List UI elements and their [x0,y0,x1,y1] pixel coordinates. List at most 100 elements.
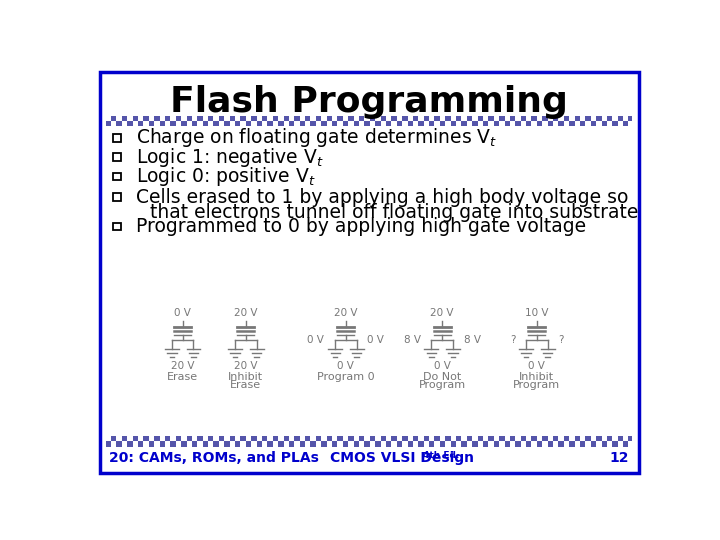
Bar [117,116,122,121]
Bar [505,436,510,441]
Bar [434,436,440,441]
Bar [429,116,434,121]
Bar [548,441,553,447]
Bar [165,436,171,441]
Bar [537,436,542,441]
Bar [553,116,559,121]
Bar [186,116,192,121]
Bar [607,441,612,447]
Text: 20 V: 20 V [234,361,258,371]
Bar [192,116,197,121]
Bar [300,436,305,441]
Bar [176,121,181,126]
Bar [575,121,580,126]
Bar [590,441,596,447]
Bar [375,116,381,121]
Bar [122,441,127,447]
Bar [338,441,343,447]
Bar [251,441,256,447]
Bar [434,121,440,126]
Bar [138,116,143,121]
Bar [521,436,526,441]
Bar [203,116,208,121]
Bar [203,441,208,447]
Bar [267,441,273,447]
Bar [327,436,332,441]
Bar [338,436,343,441]
Bar [531,116,537,121]
Bar [445,436,451,441]
Bar [192,436,197,441]
Bar [575,436,580,441]
Text: Logic 0: positive V$_t$: Logic 0: positive V$_t$ [135,165,315,188]
Bar [262,121,267,126]
Bar [580,436,585,441]
Bar [392,441,397,447]
Bar [354,441,359,447]
Bar [160,116,165,121]
Bar [585,436,590,441]
Bar [171,436,176,441]
Bar [618,121,623,126]
Bar [143,441,149,447]
Bar [113,193,121,201]
Bar [165,116,171,121]
Bar [488,121,494,126]
Bar [531,441,537,447]
Bar [284,121,289,126]
Bar [208,441,213,447]
Bar [618,116,623,121]
Bar [531,121,537,126]
Bar [186,441,192,447]
Bar [192,121,197,126]
Bar [386,121,392,126]
Bar [171,116,176,121]
Bar [494,436,499,441]
Bar [246,441,251,447]
Bar [348,441,354,447]
Bar [418,441,423,447]
Bar [590,116,596,121]
Bar [488,436,494,441]
Bar [132,441,138,447]
Bar [499,436,505,441]
Bar [192,441,197,447]
Bar [127,121,132,126]
Bar [122,116,127,121]
Bar [289,436,294,441]
Bar [154,121,160,126]
Bar [305,436,310,441]
Bar [612,441,618,447]
Bar [219,121,224,126]
Bar [499,441,505,447]
Bar [251,121,256,126]
Bar [408,116,413,121]
Text: 12: 12 [610,451,629,465]
Bar [348,436,354,441]
Bar [343,121,348,126]
Text: Inhibit: Inhibit [519,372,554,382]
Bar [111,441,117,447]
Bar [526,116,531,121]
Bar [375,441,381,447]
Bar [154,436,160,441]
Bar [122,121,127,126]
Bar [548,436,553,441]
Bar [418,436,423,441]
Bar [629,116,632,121]
Bar [564,441,570,447]
Bar [516,121,521,126]
Bar [510,116,516,121]
Bar [456,121,462,126]
Bar [327,441,332,447]
Bar [451,116,456,121]
Bar [354,121,359,126]
Bar [402,436,408,441]
Bar [386,116,392,121]
Bar [429,441,434,447]
Text: 0 V: 0 V [307,335,324,346]
Bar [601,441,607,447]
Bar [612,121,618,126]
Bar [629,441,632,447]
Bar [531,436,537,441]
